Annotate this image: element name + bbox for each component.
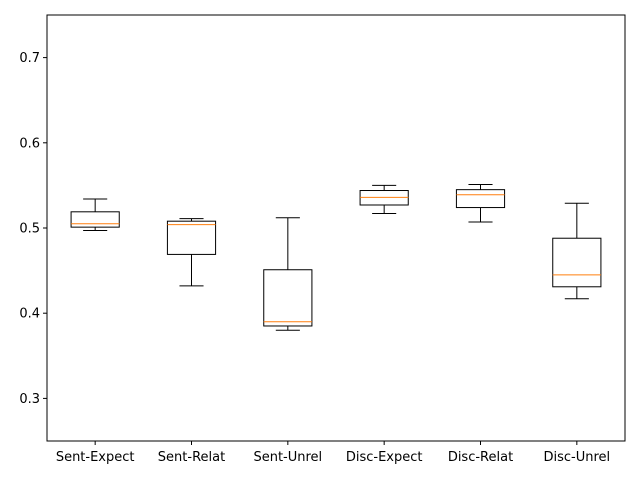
- y-tick-label: 0.5: [19, 222, 40, 237]
- iqr-box: [166, 220, 217, 255]
- box-3: [263, 217, 313, 331]
- iqr-box: [455, 189, 506, 209]
- iqr-box: [263, 269, 313, 327]
- x-tick-label: Disc-Expect: [346, 450, 423, 465]
- x-tick-label: Sent-Unrel: [253, 450, 322, 465]
- x-tick-label: Sent-Expect: [56, 450, 135, 465]
- x-tick-label: Disc-Relat: [448, 450, 513, 465]
- box-6: [552, 202, 602, 300]
- plot-area: 0.3 0.4 0.5 0.6 0.7 Sent-Expect Sent-Relat Sent…: [19, 14, 626, 465]
- box-1: [70, 198, 120, 232]
- y-tick-label: 0.4: [19, 307, 40, 322]
- box-5: [455, 184, 506, 223]
- iqr-box: [552, 237, 602, 288]
- y-tick-label: 0.3: [19, 392, 40, 407]
- x-tick-label: Disc-Unrel: [543, 450, 610, 465]
- y-tick-label: 0.7: [19, 51, 40, 66]
- x-tick-label: Sent-Relat: [158, 450, 225, 465]
- y-tick-label: 0.6: [19, 136, 40, 151]
- box-2: [166, 218, 217, 287]
- box-4: [359, 184, 409, 215]
- iqr-box: [70, 211, 120, 228]
